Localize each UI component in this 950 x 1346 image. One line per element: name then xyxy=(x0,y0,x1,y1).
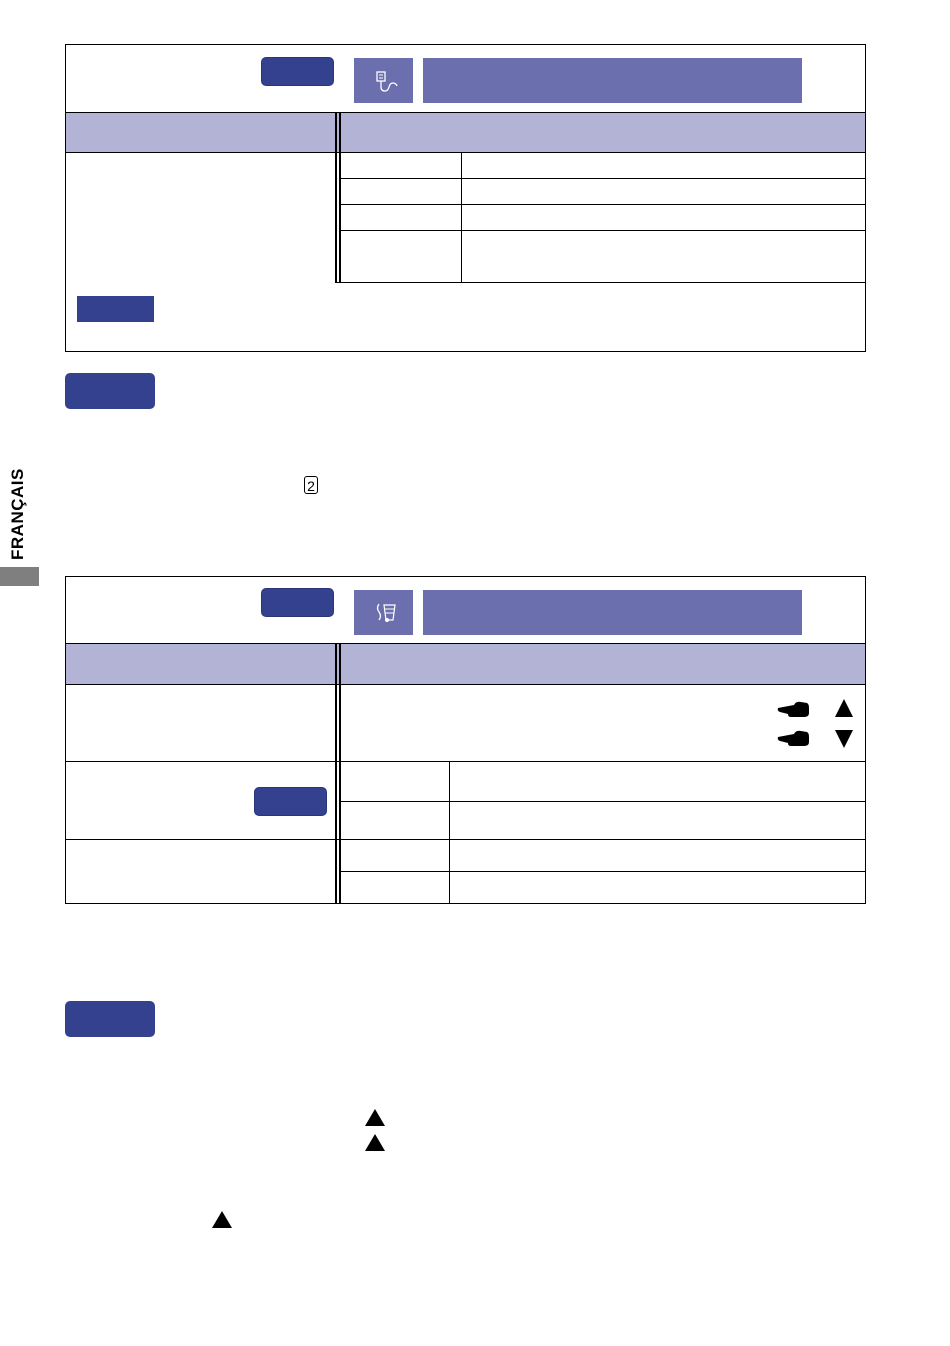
triangle-down-icon xyxy=(835,730,853,748)
triangle-up-icon xyxy=(365,1134,385,1151)
table-1-column-divider xyxy=(335,113,341,283)
note-tag-2 xyxy=(65,1001,155,1037)
pointing-hand-icon xyxy=(777,701,809,717)
audio-icon xyxy=(376,603,396,622)
note-tag-1 xyxy=(65,373,155,409)
step-number-marker: 2 xyxy=(304,476,318,494)
pointing-hand-icon xyxy=(777,730,809,746)
menu-2-icon-box xyxy=(354,590,413,635)
menu-1-icon-box xyxy=(354,58,413,103)
menu-1-button-tag xyxy=(262,58,333,85)
triangle-up-icon xyxy=(212,1211,232,1228)
table-1-header-band xyxy=(66,113,865,152)
table-2-row-tag xyxy=(255,788,326,815)
triangle-up-icon xyxy=(365,1109,385,1126)
table-1-note-tag xyxy=(77,296,154,322)
input-signal-icon xyxy=(376,71,398,92)
language-tab-marker xyxy=(0,567,39,586)
language-label: FRANÇAIS xyxy=(8,468,27,560)
menu-2-button-tag xyxy=(262,589,333,616)
table-2-column-divider xyxy=(335,644,341,903)
menu-2-title-bar xyxy=(423,590,802,635)
triangle-up-icon xyxy=(835,699,853,717)
menu-1-title-bar xyxy=(423,58,802,103)
table-2-header-band xyxy=(66,644,865,684)
